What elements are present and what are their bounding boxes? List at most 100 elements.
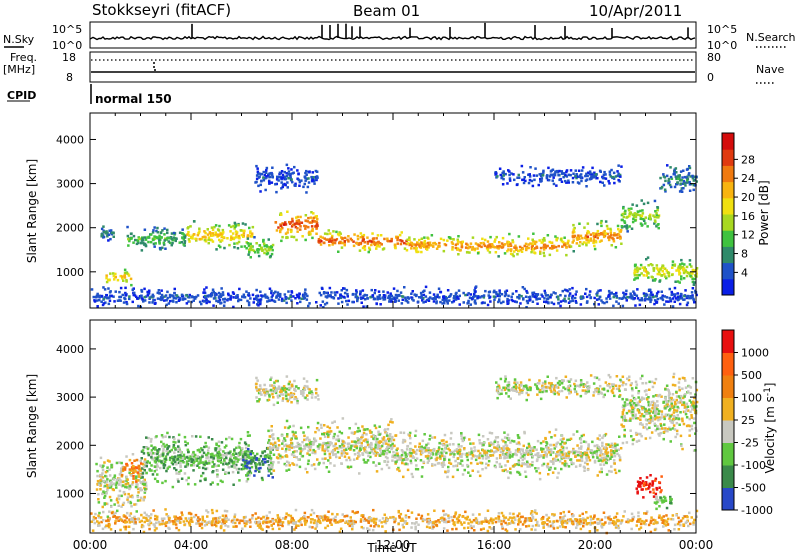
velocity-data-cells (90, 372, 699, 535)
power-y-axis: 1000 2000 3000 4000 (56, 133, 696, 279)
y-tick-label: 2000 (56, 439, 84, 452)
x-tick-label: 00:00 (73, 538, 108, 552)
power-band (633, 256, 699, 286)
colorbar-tick-label: 500 (741, 369, 762, 382)
power-band (620, 199, 661, 233)
y-tick-label: 3000 (56, 178, 84, 191)
power-data-cells (90, 163, 699, 309)
nsky-trace (90, 35, 696, 41)
power-colorbar-label: Power [dB] (757, 180, 771, 245)
power-colorbar: 28 24 20 16 12 8 4 (721, 132, 755, 296)
colorbar-swatch (722, 165, 734, 183)
colorbar-swatch (722, 375, 734, 398)
colorbar-tick-label: -25 (741, 437, 759, 450)
power-band (659, 164, 698, 193)
velocity-band (140, 431, 255, 489)
nsearch-tick-low: 10^0 (707, 39, 737, 52)
colorbar-tick-label: 25 (741, 414, 755, 427)
colorbar-tick-label: -500 (741, 482, 766, 495)
station-title: Stokkseyri (fitACF) (92, 1, 231, 19)
velocity-y-label: Slant Range [km] (25, 374, 39, 478)
colorbar-swatch (722, 278, 734, 296)
colorbar-swatch (722, 214, 734, 231)
colorbar-tick-label: 20 (741, 191, 755, 204)
colorbar-swatch (722, 230, 734, 247)
power-band (105, 268, 133, 287)
colorbar-tick-label: 1000 (741, 347, 769, 360)
power-band (186, 220, 255, 251)
velocity-band (267, 417, 396, 475)
nsky-label: N.Sky (3, 33, 35, 46)
velocity-panel-frame (89, 319, 697, 534)
colorbar-tick-label: 24 (741, 172, 755, 185)
velocity-band (653, 495, 673, 511)
y-tick-label: 4000 (56, 343, 84, 356)
nsearch-tick-high: 10^5 (707, 23, 737, 36)
freq-tick-low: 8 (66, 71, 73, 84)
freq-strip-frame (89, 51, 697, 83)
x-tick-label: 12:00 (376, 538, 411, 552)
power-band (317, 229, 408, 254)
date-title: 10/Apr/2011 (589, 2, 682, 20)
x-tick-label: 08:00 (275, 538, 310, 552)
power-band (254, 163, 319, 194)
colorbar-swatch (722, 442, 734, 466)
colorbar-swatch (722, 465, 734, 488)
nave-label: Nave (756, 63, 784, 76)
nsky-tick-low: 10^0 (52, 39, 82, 52)
colorbar-tick-label: -1000 (741, 504, 773, 517)
power-band (569, 219, 623, 253)
y-tick-label: 2000 (56, 222, 84, 235)
nsky-spikes (191, 22, 689, 38)
power-band (126, 225, 187, 252)
velocity-y-axis: 1000 2000 3000 4000 (56, 343, 696, 500)
time-axis-label: Time UT (366, 541, 417, 554)
nsearch-label: N.Search (746, 31, 796, 44)
power-band (246, 236, 275, 259)
colorbar-swatch (722, 133, 734, 150)
cpid-value: normal 150 (95, 92, 172, 106)
colorbar-swatch (722, 352, 734, 376)
colorbar-tick-label: 28 (741, 153, 755, 166)
velocity-band (120, 458, 143, 483)
velocity-band (620, 372, 699, 452)
x-tick-label: 20:00 (578, 538, 613, 552)
colorbar-tick-label: 4 (741, 266, 748, 279)
x-tick-label: 00:00 (679, 538, 714, 552)
freq-unit: [MHz] (3, 63, 35, 76)
velocity-band (393, 428, 623, 481)
y-tick-label: 3000 (56, 391, 84, 404)
nsky-strip-frame (89, 21, 697, 49)
colorbar-swatch (722, 262, 734, 280)
nave-tick-high: 80 (707, 51, 721, 64)
power-panel: 1000 2000 3000 4000 Slant Range [km] 28 24 20… (25, 112, 771, 309)
colorbar-swatch (722, 149, 734, 166)
colorbar-swatch (722, 197, 734, 215)
colorbar-swatch (722, 330, 734, 353)
power-band (90, 285, 698, 309)
velocity-x-ticks: 00:00 04:00 08:00 12:00 16:00 20:00 00:00 (73, 320, 714, 552)
velocity-colorbar: 1000 500 100 25 -25 -100 -500 -1000 (721, 329, 773, 517)
x-tick-label: 04:00 (174, 538, 209, 552)
velocity-panel: 1000 2000 3000 4000 00:00 04:00 08:00 12:00 16:… (25, 319, 777, 554)
power-panel-frame (89, 112, 697, 309)
y-tick-label: 1000 (56, 487, 84, 500)
colorbar-tick-label: 16 (741, 210, 755, 223)
velocity-colorbar-label: Velocity [m s-1] (763, 383, 777, 474)
freq-outlier-dots (153, 62, 156, 71)
power-band (494, 164, 623, 188)
colorbar-tick-label: -100 (741, 459, 766, 472)
colorbar-swatch (722, 397, 734, 421)
colorbar-tick-label: 12 (741, 229, 755, 242)
nsky-tick-high: 10^5 (52, 23, 82, 36)
power-band (100, 225, 115, 242)
beam-title: Beam 01 (353, 2, 420, 20)
y-tick-label: 4000 (56, 133, 84, 146)
freq-label: Freq. (10, 51, 37, 64)
velocity-band (254, 375, 320, 407)
freq-tick-high: 18 (62, 51, 76, 64)
colorbar-tick-label: 8 (741, 248, 748, 261)
velocity-band (90, 508, 699, 535)
